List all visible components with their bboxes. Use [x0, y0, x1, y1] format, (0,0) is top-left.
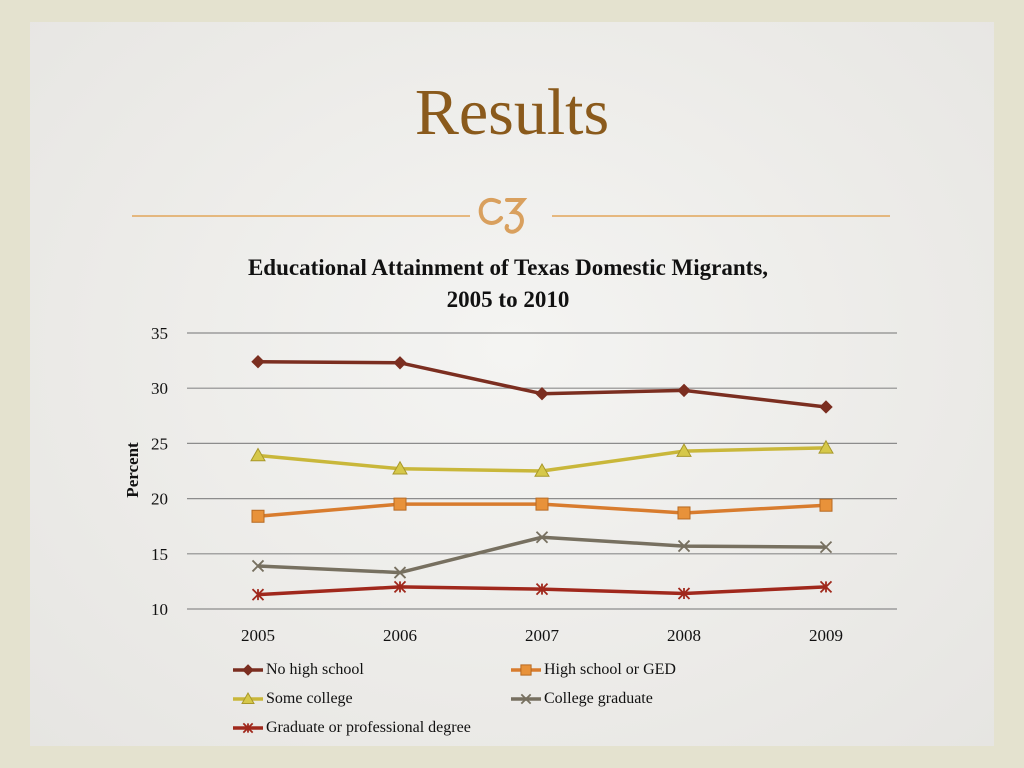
ornament-icon: [478, 197, 528, 234]
y-axis-label: Percent: [123, 442, 142, 498]
data-point: [818, 439, 834, 454]
data-point: [676, 443, 692, 457]
data-point: [251, 509, 265, 523]
data-point: [535, 497, 549, 511]
data-point: [392, 460, 408, 475]
x-tick-label: 2005: [241, 626, 275, 645]
series-graduate-or-professional-degree: [251, 580, 833, 601]
data-point: [250, 447, 266, 462]
data-point: [393, 580, 407, 594]
data-point: [535, 387, 549, 401]
data-point: [251, 588, 265, 601]
data-point: [819, 498, 833, 512]
y-axis-ticks: 10 15 20 25 30 35: [151, 324, 168, 619]
x-axis-ticks: 2005 2006 2007 2008 2009: [241, 626, 843, 645]
series-no-high-school: [251, 354, 833, 414]
chart-title-line-2: 2005 to 2010: [446, 287, 570, 312]
x-tick-label: 2006: [383, 626, 417, 645]
data-point: [251, 354, 265, 369]
data-point: [535, 582, 549, 596]
series-some-college: [250, 439, 834, 477]
data-point: [393, 566, 407, 579]
series-line: [257, 535, 827, 575]
slide-title: Results: [414, 76, 610, 149]
x-tick-label: 2008: [667, 626, 701, 645]
data-point: [819, 541, 833, 554]
data-point: [677, 383, 691, 398]
y-tick-label: 35: [151, 324, 168, 343]
data-point: [819, 580, 833, 594]
data-point: [677, 506, 691, 520]
data-point: [677, 587, 691, 600]
chart-title-line-1: Educational Attainment of Texas Domestic…: [247, 255, 769, 280]
data-point: [251, 559, 265, 573]
data-point: [677, 539, 691, 553]
y-tick-label: 30: [151, 379, 168, 398]
series-lines: [250, 354, 834, 601]
x-tick-label: 2009: [809, 626, 843, 645]
y-tick-label: 15: [151, 545, 168, 564]
x-tick-label: 2007: [525, 626, 560, 645]
chart-title: Educational Attainment of Texas Domestic…: [150, 252, 866, 316]
y-tick-label: 25: [151, 434, 168, 453]
series-college-graduate: [251, 531, 833, 579]
data-point: [393, 356, 407, 370]
series-high-school-or-ged: [251, 497, 833, 523]
data-point: [535, 531, 549, 544]
data-point: [819, 400, 833, 414]
slide-background: [30, 22, 994, 746]
data-point: [534, 462, 550, 477]
y-tick-label: 20: [151, 490, 168, 509]
data-point: [393, 497, 407, 511]
y-tick-label: 10: [151, 600, 168, 619]
